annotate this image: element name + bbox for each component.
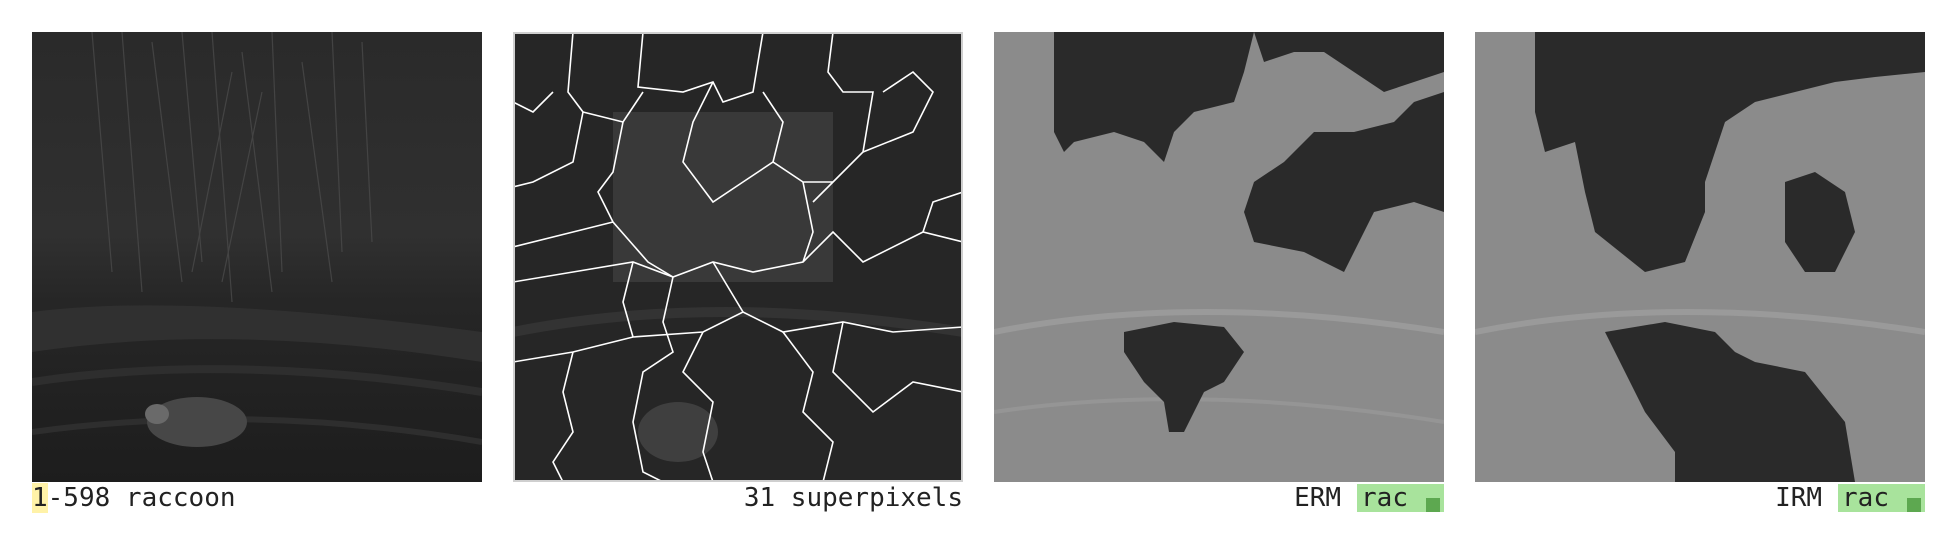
erm-prediction-tag: rac [1357,484,1444,512]
raccoon-image [32,32,482,482]
irm-mask-image [1475,32,1925,482]
irm-method-label: IRM [1775,483,1823,513]
erm-confidence-swatch [1426,498,1440,512]
superpixel-count-caption: 31 superpixels [743,483,963,513]
irm-prediction-tag: rac [1838,484,1925,512]
irm-confidence-swatch [1907,498,1921,512]
erm-prediction-label: rac [1361,483,1408,513]
image-id-caption: 1-598 raccoon [32,483,236,513]
grass-strokes [91,32,373,303]
erm-method-label: ERM [1294,483,1342,513]
irm-prediction-label: rac [1842,483,1889,513]
irm-visible-regions [1535,32,1925,482]
erm-mask-image [994,32,1444,482]
raccoon-head [145,404,169,424]
erm-visible-regions [1054,32,1444,432]
superpixel-contours [513,32,963,482]
raccoon-body [147,397,247,447]
irm-caption: IRM rac [1475,484,1925,512]
erm-caption: ERM rac [994,484,1444,512]
superpixel-image [513,32,963,482]
image-index-highlight: 1 [32,483,48,513]
image-id-label: -598 raccoon [47,483,236,513]
